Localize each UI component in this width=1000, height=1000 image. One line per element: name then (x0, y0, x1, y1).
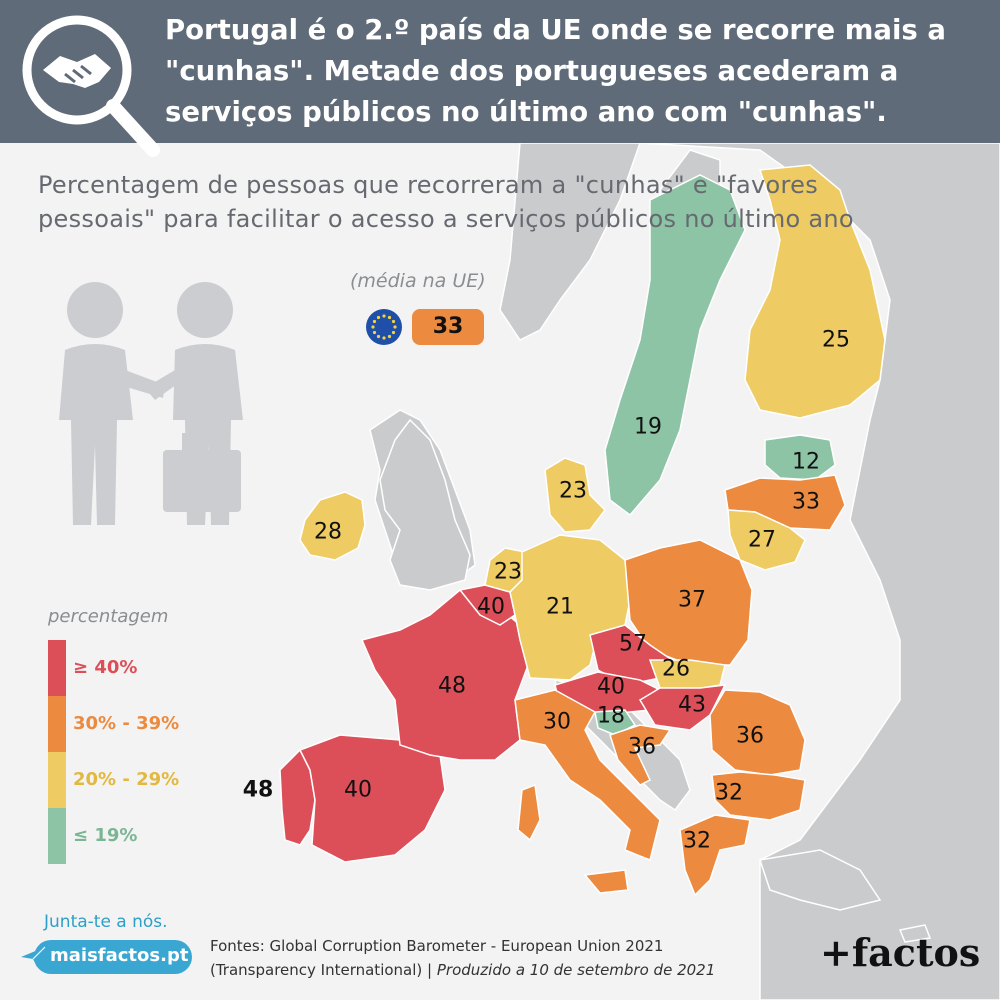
country-germany (509, 534, 631, 681)
sources-line-2: (Transparency International) | Produzido… (210, 958, 810, 982)
eu-countries (279, 164, 932, 943)
legend-label-orange: 30% - 39% (73, 713, 180, 734)
site-link-text[interactable]: maisfactos.pt (50, 945, 189, 966)
value-ireland: 28 (314, 519, 342, 545)
site-pill (34, 940, 192, 974)
value-france: 48 (438, 673, 466, 699)
value-denmark: 23 (559, 478, 587, 504)
country-finland (744, 164, 886, 419)
value-slovakia: 26 (662, 656, 690, 682)
country-sweden (604, 174, 746, 517)
join-us-text: Junta-te a nós. (44, 912, 168, 932)
eu-average-value: 33 (412, 309, 484, 345)
value-croatia: 36 (628, 734, 656, 760)
sources-note: Fontes: Global Corruption Barometer - Eu… (210, 934, 810, 982)
sources-separator: | (427, 961, 433, 979)
legend-swatch-green (48, 808, 66, 864)
headline: Portugal é o 2.º país da UE onde se reco… (165, 14, 946, 128)
subtitle: Percentagem de pessoas que recorreram a … (38, 171, 854, 233)
sources-line-1: Fontes: Global Corruption Barometer - Eu… (210, 937, 664, 955)
legend-swatch-orange (48, 696, 66, 752)
sources-org: (Transparency International) (210, 961, 423, 979)
produced-date: Produzido a 10 de setembro de 2021 (436, 961, 716, 979)
paper-plane-icon (21, 946, 46, 967)
value-sweden: 19 (634, 414, 662, 440)
country-denmark (544, 457, 606, 533)
country-bulgaria (711, 771, 806, 821)
value-austria: 40 (597, 674, 625, 700)
eu-average-label: (média na UE) (350, 270, 486, 292)
handshake-people-icon (59, 282, 243, 525)
legend-label-green: ≤ 19% (73, 825, 138, 846)
legend-label-yellow: 20% - 29% (73, 769, 180, 790)
legend-title: percentagem (48, 606, 169, 627)
magnifier-handshake-icon (22, 15, 160, 157)
value-belgium: 40 (477, 594, 505, 620)
value-portugal: 48 (242, 777, 274, 803)
legend-swatch-red (48, 640, 66, 696)
value-estonia: 12 (792, 449, 820, 475)
value-hungary: 43 (678, 692, 706, 718)
brand-logo: +factos (820, 930, 981, 975)
value-lithuania: 27 (748, 527, 776, 553)
legend-label-red: ≥ 40% (73, 657, 138, 678)
eu-flag-icon (366, 309, 402, 345)
value-netherlands: 23 (494, 559, 522, 585)
value-spain: 40 (344, 777, 372, 803)
country-ireland (299, 491, 366, 561)
country-spain (298, 734, 446, 863)
country-croatia (609, 724, 672, 786)
value-italy: 30 (543, 709, 571, 735)
country-uk (379, 418, 471, 591)
header-banner: Portugal é o 2.º país da UE onde se reco… (0, 0, 1000, 157)
country-lithuania (727, 509, 806, 571)
value-greece: 32 (683, 828, 711, 854)
country-italy-sardinia (517, 783, 541, 842)
value-czechia: 57 (619, 631, 647, 657)
value-latvia: 33 (792, 489, 820, 515)
europe-map (279, 143, 1000, 1000)
country-estonia (764, 434, 836, 481)
country-italy (514, 689, 661, 862)
country-cyprus (898, 924, 932, 943)
value-bulgaria: 32 (715, 780, 743, 806)
value-slovenia: 18 (597, 703, 625, 729)
site-link-button[interactable]: maisfactos.pt (20, 940, 192, 974)
country-hungary (638, 684, 727, 731)
value-finland: 25 (822, 327, 850, 353)
country-greece (679, 814, 751, 897)
value-germany: 21 (546, 594, 574, 620)
country-romania (709, 689, 806, 776)
value-poland: 37 (678, 587, 706, 613)
country-italy-sicily (583, 869, 629, 894)
legend-swatch-yellow (48, 752, 66, 808)
value-romania: 36 (736, 723, 764, 749)
